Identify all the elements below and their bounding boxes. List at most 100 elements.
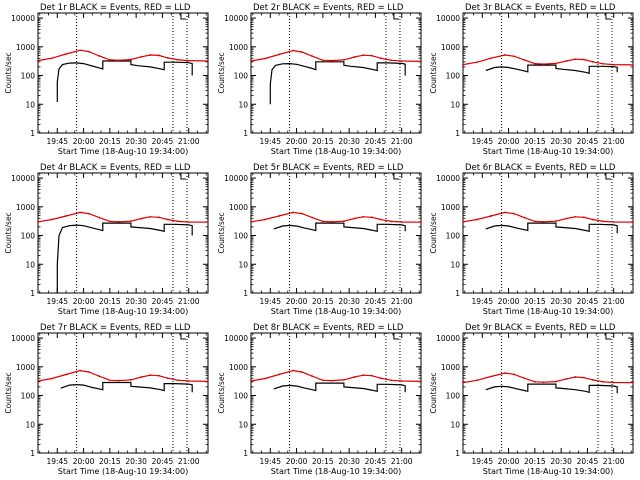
- y-tick-label: 100: [234, 392, 249, 401]
- lld-data-point: [612, 381, 615, 384]
- events-series-line: [273, 222, 406, 233]
- events-series-line: [485, 383, 618, 394]
- lld-data-point: [400, 60, 403, 62]
- y-tick-label: 10000: [224, 174, 248, 183]
- lld-data-point: [476, 61, 478, 64]
- x-tick-label: 20:15: [524, 137, 546, 146]
- lld-data-point: [602, 62, 605, 65]
- lld-data-point: [278, 215, 280, 217]
- lld-data-point: [166, 377, 169, 380]
- lld-data-point: [140, 376, 143, 378]
- lld-data-point: [207, 60, 209, 62]
- x-tick-label: 20:00: [286, 137, 308, 146]
- lld-series-line: [37, 49, 209, 62]
- lld-data-point: [79, 369, 81, 372]
- lld-data-point: [476, 379, 478, 382]
- y-tick-label: 10: [450, 420, 460, 429]
- lld-data-point: [300, 212, 303, 215]
- lld-data-point: [65, 215, 67, 217]
- lld-data-point: [554, 220, 557, 223]
- lld-data-point: [462, 220, 464, 223]
- chart-title: Det 7r BLACK = Events, RED = LLD: [40, 323, 191, 333]
- plot-frame: [250, 12, 422, 134]
- y-tick-label: 100: [234, 72, 249, 81]
- lld-data-point: [330, 220, 333, 223]
- lld-data-point: [79, 49, 81, 52]
- x-axis-label: Start Time (18-Aug-10 19:34:00): [483, 467, 614, 476]
- y-tick-label: 1000: [441, 363, 460, 372]
- x-axis-label: Start Time (18-Aug-10 19:34:00): [58, 467, 189, 476]
- lld-data-point: [504, 54, 506, 56]
- y-tick-label: 10000: [11, 334, 35, 343]
- lld-data-point: [158, 54, 160, 57]
- y-tick-label: 1000: [441, 203, 460, 212]
- x-tick-label: 20:30: [125, 297, 147, 306]
- y-axis-label: Counts/sec: [217, 212, 226, 253]
- lld-data-point: [250, 220, 252, 223]
- lld-data-point: [207, 380, 209, 383]
- lld-data-point: [612, 63, 615, 66]
- lld-data-point: [565, 377, 568, 380]
- y-tick-label: 1000: [229, 363, 248, 372]
- interval-bracket: [605, 13, 611, 20]
- lld-data-point: [390, 220, 393, 223]
- plot-frame: [37, 332, 209, 454]
- lld-data-point: [542, 381, 545, 384]
- lld-data-point: [149, 374, 152, 377]
- x-tick-label: 20:30: [338, 457, 360, 466]
- lld-data-point: [264, 57, 266, 60]
- lld-data-point: [602, 220, 605, 223]
- plot-frame: [462, 332, 634, 454]
- y-tick-label: 10: [450, 260, 460, 269]
- y-tick-label: 1: [243, 129, 248, 138]
- lld-data-point: [591, 378, 594, 381]
- x-tick-label: 20:45: [577, 297, 599, 306]
- lld-data-point: [512, 212, 515, 215]
- lld-data-point: [37, 380, 39, 382]
- y-axis-label: Counts/sec: [4, 212, 13, 253]
- lld-data-point: [533, 380, 536, 383]
- chart-title: Det 6r BLACK = Events, RED = LLD: [465, 163, 616, 173]
- y-axis-label: Counts/sec: [429, 212, 438, 253]
- x-tick-label: 20:15: [312, 297, 334, 306]
- plot-frame: [462, 172, 634, 294]
- x-axis-label: Start Time (18-Aug-10 19:34:00): [483, 147, 614, 156]
- y-tick-label: 1000: [16, 363, 35, 372]
- lld-data-point: [362, 374, 365, 377]
- lld-data-point: [37, 220, 39, 223]
- lld-data-point: [362, 215, 365, 218]
- lld-data-point: [98, 216, 101, 219]
- lld-data-point: [379, 377, 382, 380]
- y-axis-label: Counts/sec: [429, 52, 438, 93]
- lld-data-point: [490, 57, 492, 60]
- y-tick-label: 100: [234, 232, 249, 241]
- lld-data-point: [158, 374, 160, 377]
- lld-data-point: [311, 216, 314, 219]
- lld-data-point: [612, 221, 615, 223]
- y-tick-label: 10: [238, 420, 248, 429]
- events-series-line: [485, 222, 618, 234]
- lld-data-point: [342, 58, 345, 61]
- x-tick-label: 19:45: [471, 297, 493, 306]
- lld-data-point: [292, 211, 294, 214]
- y-tick-label: 100: [446, 72, 461, 81]
- lld-data-point: [87, 50, 90, 53]
- x-tick-label: 20:00: [286, 297, 308, 306]
- y-tick-label: 10000: [224, 14, 248, 23]
- chart-title: Det 5r BLACK = Events, RED = LLD: [253, 163, 404, 173]
- chart-panel-6: Det 6r BLACK = Events, RED = LLD 1 10 100 10…: [429, 163, 634, 316]
- x-tick-label: 21:00: [391, 297, 413, 306]
- y-tick-label: 1: [455, 289, 460, 298]
- y-tick-label: 10: [450, 100, 460, 109]
- events-series-line: [485, 64, 618, 75]
- x-tick-label: 19:45: [46, 457, 68, 466]
- x-tick-label: 20:15: [524, 297, 546, 306]
- x-tick-label: 20:45: [365, 457, 387, 466]
- y-tick-label: 100: [21, 392, 36, 401]
- lld-data-point: [300, 371, 303, 373]
- lld-series-line: [250, 369, 422, 382]
- lld-data-point: [512, 55, 515, 58]
- x-tick-label: 20:15: [312, 137, 334, 146]
- y-tick-label: 100: [21, 72, 36, 81]
